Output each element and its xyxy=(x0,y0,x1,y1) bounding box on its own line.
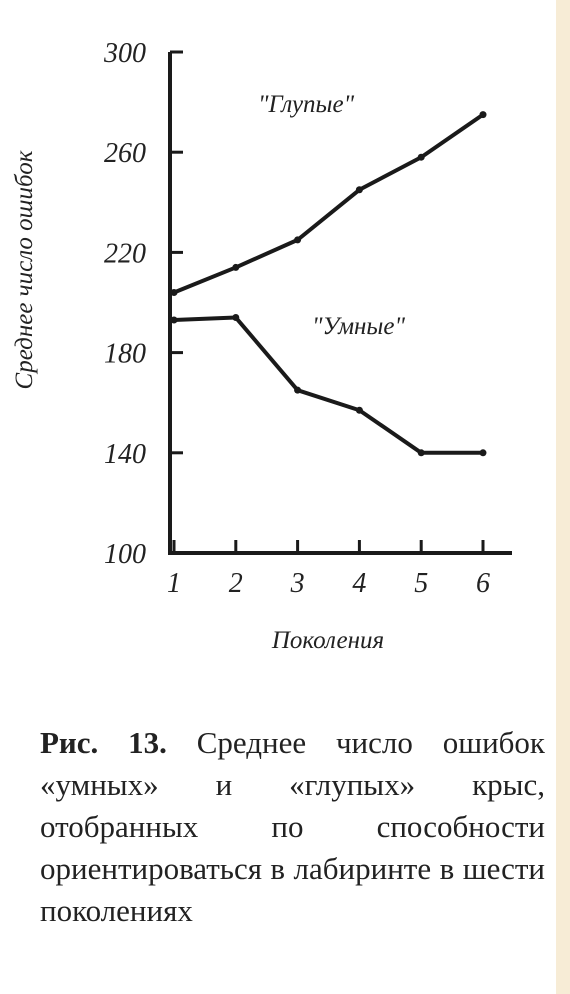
y-tick-label-180: 180 xyxy=(104,339,146,370)
y-tick-label-220: 220 xyxy=(104,238,146,269)
y-axis-label: Среднее число ошибок xyxy=(11,150,38,389)
series-1-point-6 xyxy=(479,449,487,457)
x-tick-label-2: 2 xyxy=(229,568,243,599)
series-label-glupye: "Глупые" xyxy=(258,91,355,118)
series-1-point-4 xyxy=(355,406,363,414)
x-tick-label-6: 6 xyxy=(476,568,490,599)
series-1-point-2 xyxy=(232,314,240,322)
y-tick-label-300: 300 xyxy=(103,38,146,69)
caption-text: Среднее число ошибок «умных» и «глупых» … xyxy=(40,725,545,928)
caption-label: Рис. 13. xyxy=(40,725,167,760)
series-1-point-1 xyxy=(170,316,178,324)
series-0-point-4 xyxy=(355,186,363,194)
x-tick-label-5: 5 xyxy=(414,568,428,599)
line-chart: 100 140 180 220 260 300 1 2 3 4 5 6 Среднее число … xyxy=(11,38,512,654)
x-axis: 1 2 3 4 5 6 xyxy=(167,540,512,599)
x-tick-label-1: 1 xyxy=(167,568,181,599)
series-1-point-5 xyxy=(417,449,425,457)
series-label-umnye: "Умные" xyxy=(312,313,405,340)
series-0-point-3 xyxy=(294,236,302,244)
y-axis: 100 140 180 220 260 300 xyxy=(103,38,183,570)
series-group xyxy=(170,111,487,457)
y-tick-label-100: 100 xyxy=(104,539,146,570)
series-0-point-1 xyxy=(170,288,178,296)
y-tick-label-260: 260 xyxy=(104,138,146,169)
page-edge-strip xyxy=(556,0,570,994)
series-1-point-3 xyxy=(294,386,302,394)
x-axis-label: Поколения xyxy=(271,627,384,654)
y-tick-label-140: 140 xyxy=(104,439,146,470)
series-0-point-5 xyxy=(417,153,425,161)
series-0-point-6 xyxy=(479,111,487,119)
series-line-0 xyxy=(173,112,485,295)
x-tick-label-3: 3 xyxy=(290,568,305,599)
x-tick-label-4: 4 xyxy=(352,568,366,599)
figure-caption: Рис. 13. Среднее число ошибок «умных» и … xyxy=(40,722,545,932)
series-0-point-2 xyxy=(232,263,240,271)
series-line-1 xyxy=(173,315,483,455)
